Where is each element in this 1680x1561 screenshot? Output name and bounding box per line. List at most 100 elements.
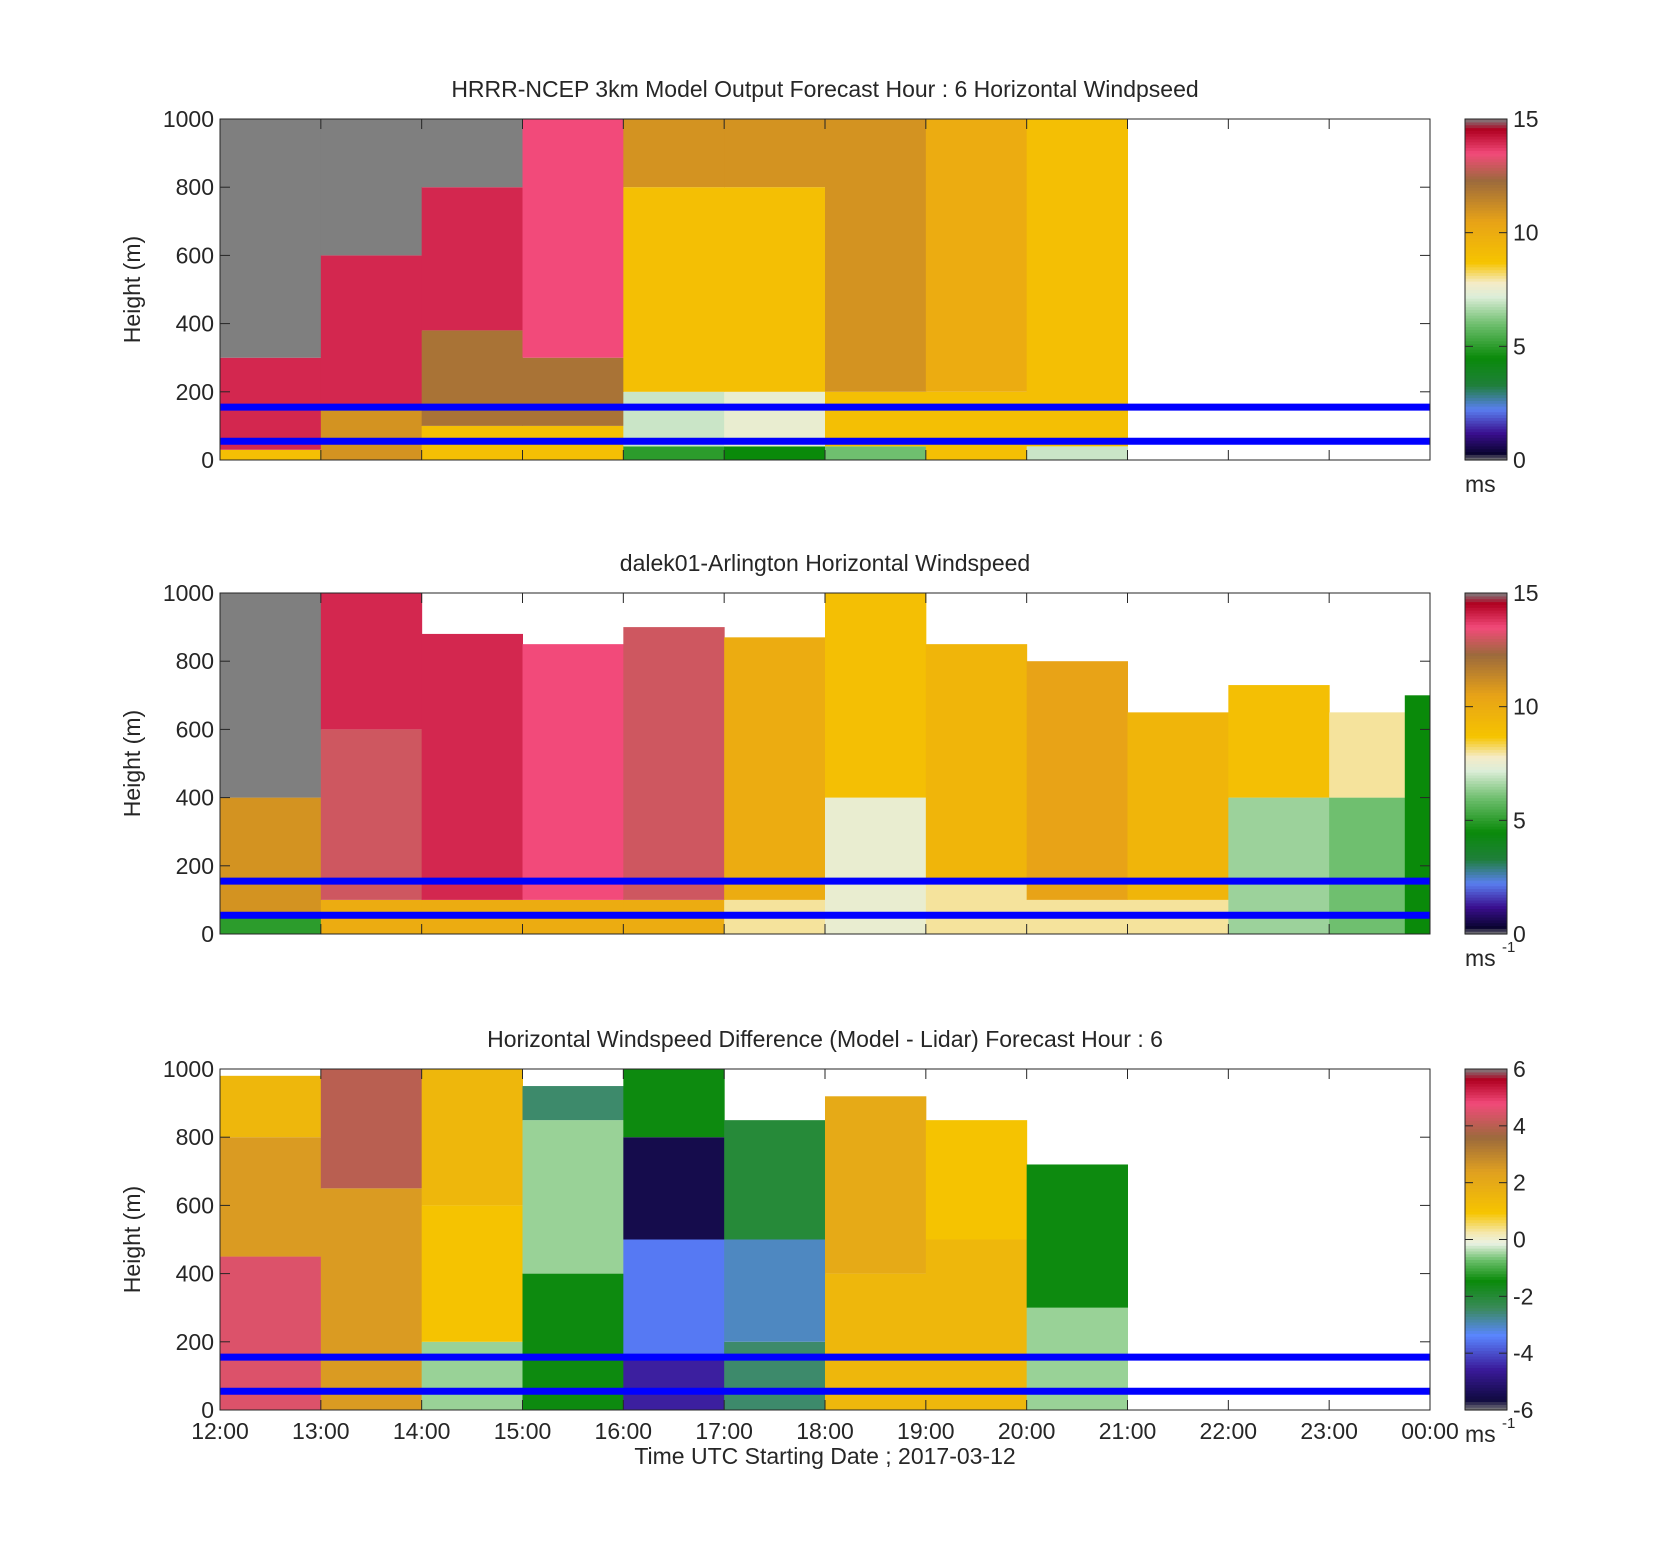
colorbar-swatch xyxy=(1465,1219,1507,1224)
colorbar-swatch xyxy=(1465,652,1507,657)
colorbar-swatch xyxy=(1465,252,1507,256)
colorbar-swatch xyxy=(1465,871,1507,875)
colorbar-swatch xyxy=(1465,397,1507,401)
x-tick-label: 16:00 xyxy=(595,1418,653,1444)
colorbar-swatch xyxy=(1465,1216,1507,1221)
colorbar-swatch xyxy=(1465,343,1507,347)
colorbar-swatch xyxy=(1465,1373,1507,1377)
colorbar-swatch xyxy=(1465,371,1507,376)
colorbar-swatch xyxy=(1465,337,1507,342)
heatmap-cell xyxy=(724,1341,826,1410)
colorbar-swatch xyxy=(1465,178,1507,183)
colorbar-swatch xyxy=(1465,843,1507,847)
y-axis-label: Height (m) xyxy=(119,236,145,343)
colorbar-swatch xyxy=(1465,1367,1507,1371)
colorbar-swatch xyxy=(1465,1307,1507,1312)
colorbar-swatch xyxy=(1465,184,1507,188)
colorbar-swatch xyxy=(1465,1105,1507,1110)
heatmap-cell xyxy=(421,633,523,900)
colorbar-swatch xyxy=(1465,692,1507,696)
heatmap-cell xyxy=(220,797,322,914)
colorbar-swatch xyxy=(1465,683,1507,688)
colorbar-swatch xyxy=(1465,263,1507,268)
colorbar-swatch xyxy=(1465,1265,1507,1269)
colorbar-swatch xyxy=(1465,638,1507,642)
colorbar-swatch xyxy=(1465,195,1507,200)
colorbar-swatch xyxy=(1465,1091,1507,1096)
y-tick-label: 0 xyxy=(201,921,214,947)
colorbar-swatch xyxy=(1465,1165,1507,1170)
colorbar-swatch xyxy=(1465,851,1507,856)
colorbar-swatch xyxy=(1465,607,1507,611)
panel-title: HRRR-NCEP 3km Model Output Forecast Hour… xyxy=(451,76,1198,102)
heatmap-cell xyxy=(623,187,725,392)
colorbar-swatch xyxy=(1465,1333,1507,1337)
colorbar-swatch xyxy=(1465,612,1507,617)
colorbar-swatch xyxy=(1465,255,1507,259)
colorbar-swatch xyxy=(1465,746,1507,750)
colorbar-swatch xyxy=(1465,1370,1507,1374)
colorbar-swatch xyxy=(1465,1154,1507,1158)
colorbar-tick-label: 4 xyxy=(1513,1113,1526,1139)
heatmap-cell xyxy=(320,593,423,730)
colorbar-swatch xyxy=(1465,1108,1507,1113)
colorbar-swatch xyxy=(1465,1267,1507,1272)
colorbar-swatch xyxy=(1465,442,1507,447)
heatmap-cell xyxy=(522,357,624,426)
colorbar-swatch xyxy=(1465,1304,1507,1309)
colorbar-swatch xyxy=(1465,1290,1507,1295)
colorbar-swatch xyxy=(1465,1128,1507,1133)
colorbar-swatch xyxy=(1465,278,1507,282)
y-tick-label: 1000 xyxy=(163,580,214,606)
colorbar-swatch xyxy=(1465,1279,1507,1283)
colorbar-swatch xyxy=(1465,1122,1507,1127)
colorbar-tick-label: 6 xyxy=(1513,1056,1526,1082)
colorbar-swatch xyxy=(1465,1338,1507,1343)
heatmap-cell xyxy=(421,119,523,188)
colorbar: 0 5 10 15 ms xyxy=(1464,106,1539,497)
colorbar-swatch xyxy=(1465,369,1507,373)
colorbar-swatch xyxy=(1465,681,1507,685)
colorbar-swatch xyxy=(1465,238,1507,242)
colorbar-swatch xyxy=(1465,655,1507,659)
colorbar-swatch xyxy=(1465,766,1507,770)
colorbar-swatch xyxy=(1465,309,1507,313)
colorbar-swatch xyxy=(1465,366,1507,370)
colorbar-swatch xyxy=(1465,147,1507,151)
colorbar-swatch xyxy=(1465,221,1507,225)
colorbar-swatch xyxy=(1465,280,1507,285)
colorbar-swatch xyxy=(1465,1103,1507,1107)
colorbar-swatch xyxy=(1465,1296,1507,1300)
colorbar-swatch xyxy=(1465,1213,1507,1218)
colorbar-swatch xyxy=(1465,916,1507,921)
colorbar-swatch xyxy=(1465,434,1507,438)
colorbar-swatch xyxy=(1465,1174,1507,1178)
x-tick-label: 20:00 xyxy=(998,1418,1056,1444)
heatmap-cell xyxy=(421,330,523,426)
heatmap-cell xyxy=(1329,712,1406,798)
colorbar-swatch xyxy=(1465,689,1507,694)
heatmap-cell xyxy=(320,408,423,460)
colorbar-swatch xyxy=(1465,1245,1507,1249)
colorbar-swatch xyxy=(1465,1140,1507,1144)
colorbar-swatch xyxy=(1465,190,1507,194)
colorbar-swatch xyxy=(1465,598,1507,603)
colorbar-unit-superscript: -1 xyxy=(1502,939,1515,956)
colorbar-tick-label: 5 xyxy=(1513,807,1526,833)
y-tick-label: 400 xyxy=(176,785,214,811)
colorbar-tick-label: 10 xyxy=(1513,694,1539,720)
colorbar-swatch xyxy=(1465,119,1507,123)
heatmap-cell xyxy=(1026,1164,1128,1308)
colorbar-tick-label: -4 xyxy=(1513,1340,1534,1366)
colorbar-swatch xyxy=(1465,457,1507,461)
colorbar-swatch xyxy=(1465,706,1507,711)
colorbar-swatch xyxy=(1465,772,1507,776)
colorbar-swatch xyxy=(1465,1074,1507,1079)
colorbar-swatch xyxy=(1465,124,1507,129)
heatmap-cell xyxy=(320,255,423,409)
colorbar-swatch xyxy=(1465,218,1507,222)
colorbar-swatch xyxy=(1465,931,1507,935)
colorbar-swatch xyxy=(1465,266,1507,271)
heatmap-cell xyxy=(421,1341,523,1410)
x-tick-label: 17:00 xyxy=(695,1418,753,1444)
